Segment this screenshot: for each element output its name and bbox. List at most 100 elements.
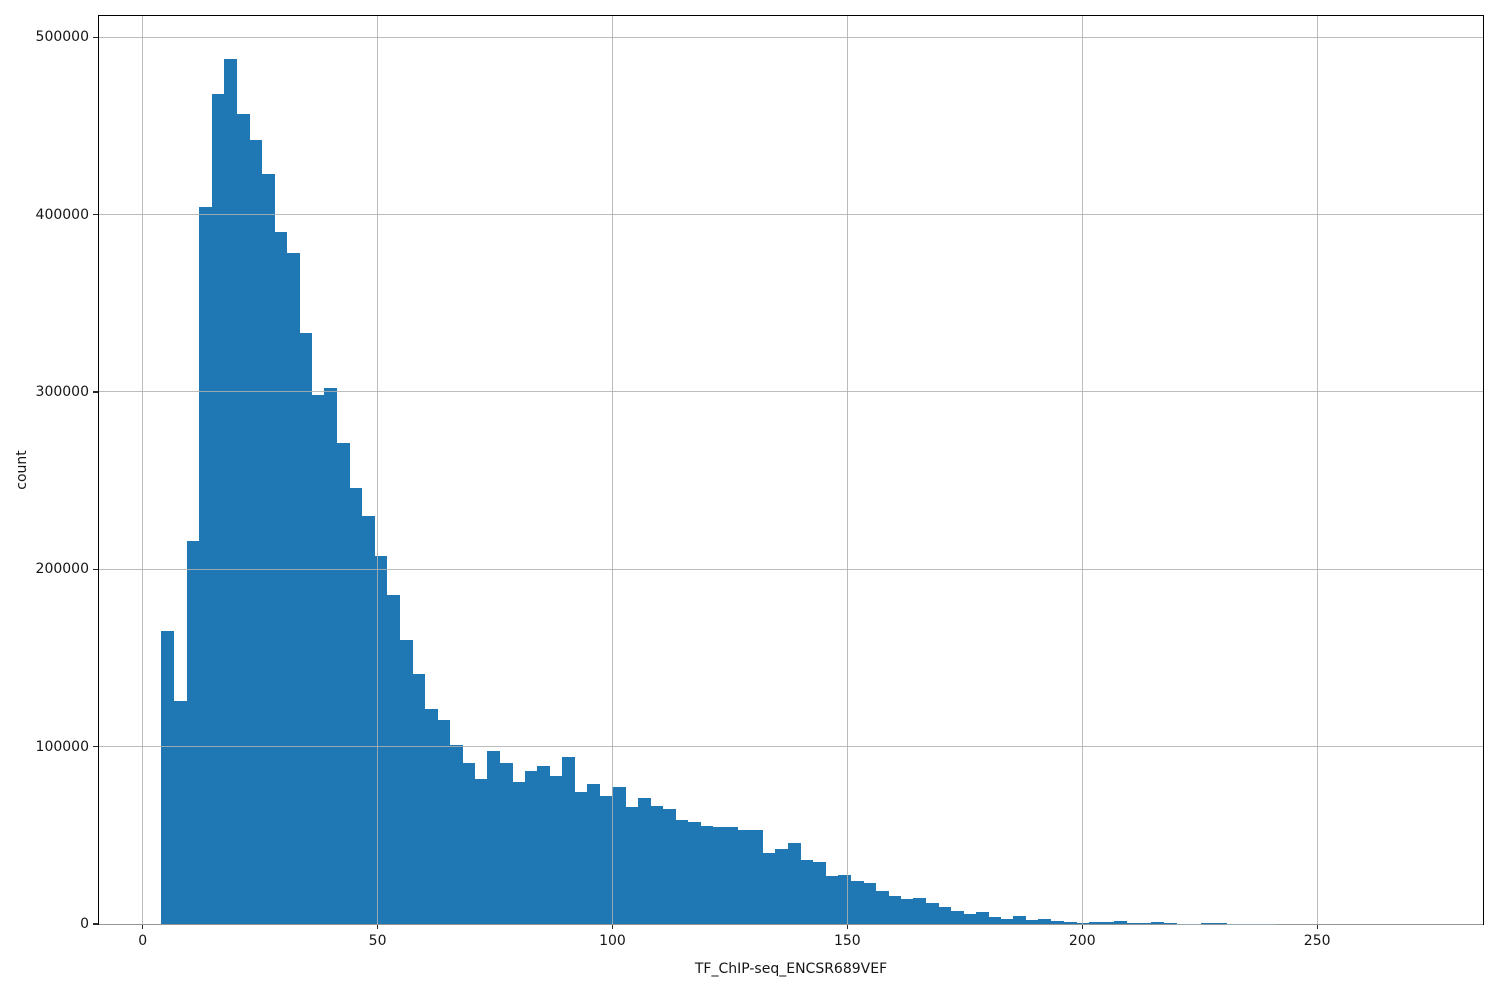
histogram-bar [286, 252, 300, 924]
histogram-bar [837, 875, 851, 924]
histogram-bar [900, 899, 914, 924]
y-tick-label: 500000 [35, 29, 89, 46]
x-gridline [846, 16, 848, 924]
histogram-bar [487, 751, 501, 924]
histogram-bar [549, 775, 563, 924]
histogram-bar [712, 827, 726, 924]
y-tick-label: 100000 [35, 738, 89, 755]
y-gridline [99, 36, 1483, 38]
histogram-bar [211, 94, 225, 924]
histogram-bar [1038, 919, 1052, 924]
histogram-bar [938, 907, 952, 924]
histogram-bar [1088, 921, 1102, 924]
histogram-bar [1138, 923, 1152, 924]
histogram-bar [412, 673, 426, 924]
x-gridline [1081, 16, 1083, 924]
x-tick-mark [1316, 924, 1318, 929]
y-tick-mark [92, 746, 98, 748]
histogram-bar [888, 895, 902, 924]
histogram-bar [174, 701, 188, 924]
histogram-bar [424, 709, 438, 924]
histogram-bar [349, 487, 363, 924]
x-tick-mark [1081, 924, 1083, 929]
histogram-bar [750, 830, 764, 924]
histogram-bar [913, 898, 927, 924]
histogram-bar [1201, 923, 1215, 924]
x-tick-mark [376, 924, 379, 929]
x-gridline [1316, 16, 1318, 924]
histogram-bar [374, 556, 388, 924]
histogram-bar [336, 443, 350, 924]
histogram-bar [863, 883, 877, 924]
x-tick-label: 200 [1068, 933, 1096, 949]
histogram-bar [499, 762, 513, 924]
y-gridline [99, 214, 1483, 216]
histogram-bar [737, 830, 751, 924]
histogram-bar [825, 876, 839, 924]
histogram-bar [950, 910, 964, 924]
histogram-bar [324, 387, 338, 924]
histogram-bar [512, 782, 526, 924]
histogram-bar [161, 631, 175, 924]
y-tick-label: 200000 [35, 561, 89, 578]
histogram-bar [524, 771, 538, 924]
histogram-bar [186, 540, 200, 924]
histogram-bar [1050, 921, 1064, 924]
histogram-bar [574, 791, 588, 924]
histogram-bar [850, 881, 864, 924]
histogram-bar [311, 394, 325, 924]
histogram-bar [812, 861, 826, 924]
histogram-bar [875, 891, 889, 924]
x-gridline [142, 16, 144, 924]
histogram-bar [687, 822, 701, 924]
x-tick-mark [611, 924, 614, 929]
histogram-bar [1063, 922, 1077, 924]
y-tick-label: 400000 [35, 206, 89, 223]
histogram-bar [261, 173, 275, 924]
histogram-bar [537, 766, 551, 924]
x-axis-label: TF_ChIP-seq_ENCSR689VEF [694, 961, 888, 977]
histogram-bar [1076, 923, 1090, 924]
histogram-bar [1013, 916, 1027, 924]
histogram-bar [236, 113, 250, 924]
y-tick-mark [92, 568, 98, 570]
histogram-bar [274, 232, 288, 924]
x-tick-label: 150 [833, 933, 861, 949]
histogram-bar [399, 640, 413, 924]
y-axis-label: count [14, 450, 30, 490]
histogram-bar [963, 914, 977, 924]
histogram-bar [437, 720, 451, 924]
histogram-bar [1163, 922, 1177, 924]
histogram-bar [587, 783, 601, 924]
histogram-bar [975, 912, 989, 924]
histogram-bar [462, 762, 476, 924]
histogram-bar [562, 757, 576, 924]
histogram-bar [1000, 919, 1014, 924]
histogram-bar [675, 820, 689, 924]
histogram-bar [612, 786, 626, 924]
histogram-bar [299, 333, 313, 924]
histogram-bar [662, 808, 676, 924]
histogram-bar [1113, 921, 1127, 924]
x-tick-label: 100 [599, 933, 626, 949]
plot-area [98, 15, 1484, 925]
histogram-bar [988, 917, 1002, 924]
histogram-bar [1025, 919, 1039, 924]
histogram-bar [386, 595, 400, 924]
histogram-bar [449, 744, 463, 924]
histogram-bar [800, 860, 814, 924]
histogram-bar [650, 806, 664, 924]
histogram-bar [1101, 922, 1115, 924]
histogram-bar [625, 806, 639, 924]
histogram-bar [775, 848, 789, 924]
x-tick-mark [846, 924, 849, 929]
histogram-bar [725, 827, 739, 924]
histogram-bar [1126, 922, 1140, 924]
histogram-bar [1213, 922, 1227, 924]
histogram-bar [249, 140, 263, 924]
histogram-bar [787, 843, 801, 924]
histogram-bar [637, 798, 651, 924]
histogram-bar [224, 59, 238, 924]
y-tick-mark [92, 923, 98, 925]
